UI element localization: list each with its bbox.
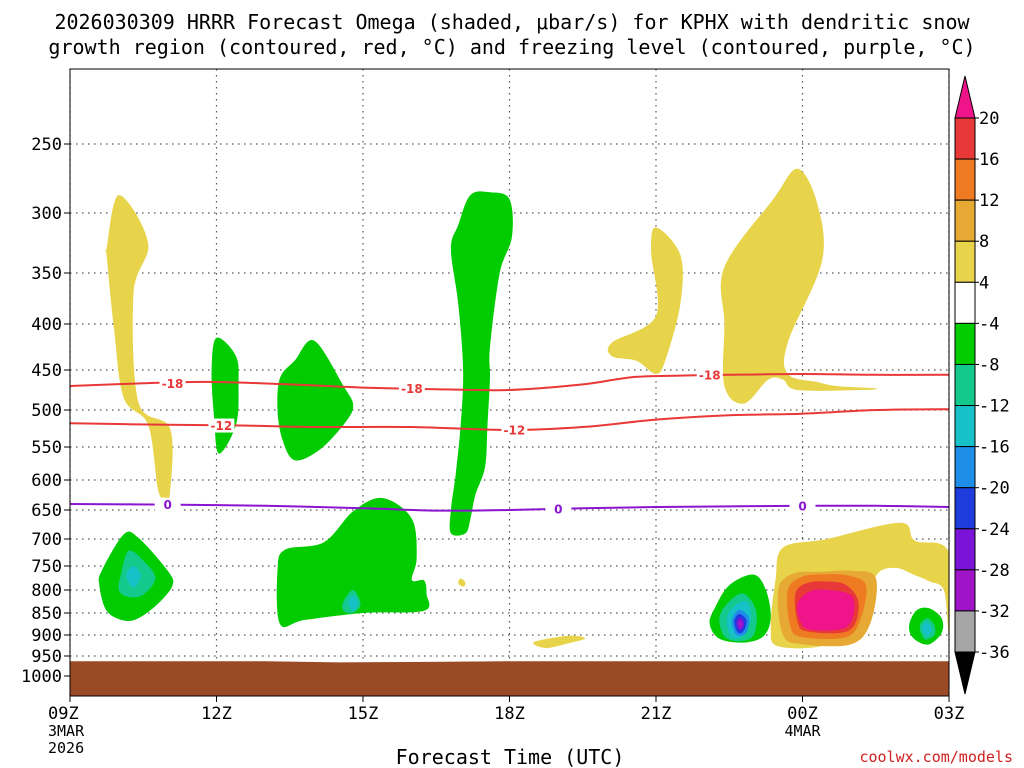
freezing-level-contour-label-bg: [154, 497, 181, 512]
colorbar-box: [954, 405, 976, 448]
dgz-contour-minus12-label-bg: [208, 418, 235, 433]
freezing-level-contour-label: 0: [798, 499, 806, 513]
y-tick-label: 700: [31, 530, 62, 550]
y-tick-label: 600: [31, 471, 62, 491]
freezing-level-contour-label: 0: [163, 498, 171, 512]
y-tick-label: 550: [31, 438, 62, 458]
colorbar-top-triangle: [954, 75, 976, 119]
colorbar-box: [954, 528, 976, 571]
x-axis-label: Forecast Time (UTC): [396, 745, 625, 768]
x-tick-label: 03Z: [934, 704, 965, 724]
omega-region-pos4: [458, 578, 466, 587]
y-tick-label: 650: [31, 501, 62, 521]
chart-title-line-2: growth region (contoured, red, °C) and f…: [48, 35, 975, 59]
colorbar-label: 20: [979, 109, 999, 129]
colorbar-box: [954, 487, 976, 530]
colorbar-box: [954, 158, 976, 201]
omega-region-neg12: [348, 595, 359, 611]
colorbar-box: [954, 322, 976, 365]
pressure-axis: 2503003504004505005506006507007508008509…: [21, 135, 70, 687]
dgz-contour-minus18-label-bg: [696, 367, 723, 382]
colorbar-label: 8: [979, 232, 989, 252]
freezing-level-contour-label-bg: [545, 501, 572, 516]
dgz-contour-minus18-label-bg: [398, 381, 425, 396]
y-tick-label: 300: [31, 204, 62, 224]
omega-region-neg4: [277, 339, 354, 461]
x-tick-label: 09Z: [48, 704, 79, 724]
colorbar: 20 16 12 8 4 -4 -8 -12 -16 -20 -24 -28 -32 -36: [954, 75, 1010, 695]
y-tick-label: 500: [31, 401, 62, 421]
omega-region-neg4: [276, 497, 430, 628]
freezing-level-contour-label: 0: [554, 502, 562, 516]
chart-title-line-1: 2026030309 HRRR Forecast Omega (shaded, …: [54, 10, 970, 34]
y-tick-label: 850: [31, 604, 62, 624]
y-tick-label: 750: [31, 557, 62, 577]
x-tick-label: 21Z: [641, 704, 672, 724]
colorbar-box: [954, 199, 976, 242]
colorbar-label: -36: [979, 643, 1010, 663]
omega-region-pos4: [533, 635, 586, 649]
y-tick-label: 350: [31, 264, 62, 284]
dgz-contour-minus18-label: -18: [699, 368, 721, 382]
omega-region-neg12: [922, 621, 932, 637]
colorbar-label: -12: [979, 397, 1010, 417]
omega-region-neg4: [449, 191, 513, 536]
freezing-level-contour-label-bg: [789, 498, 816, 513]
x-year-label: 2026: [48, 739, 84, 757]
colorbar-label: 16: [979, 150, 999, 170]
omega-region-pos4: [607, 227, 683, 375]
colorbar-box: [954, 446, 976, 489]
omega-region-pos4: [720, 168, 878, 404]
x-tick-label: 12Z: [201, 704, 232, 724]
dgz-contour-minus12-label-bg: [501, 422, 528, 437]
ground-surface: [70, 661, 949, 696]
colorbar-box: [954, 281, 976, 324]
dgz-contour-minus18-label: -18: [401, 382, 423, 396]
dgz-contour-minus18-line: [70, 372, 949, 392]
x-tick-label: 00Z: [787, 704, 818, 724]
colorbar-bottom-triangle: [954, 651, 976, 695]
colorbar-label: -32: [979, 602, 1010, 622]
x-tick-label: 18Z: [494, 704, 525, 724]
y-tick-label: 250: [31, 135, 62, 155]
colorbar-label: -20: [979, 479, 1010, 499]
temperature-contours: -18 -18 -18 -12 -12 0 0 0: [70, 367, 949, 516]
colorbar-label: 4: [979, 273, 989, 293]
y-tick-label: 950: [31, 647, 62, 667]
colorbar-label: -16: [979, 438, 1010, 458]
y-tick-label: 800: [31, 581, 62, 601]
ground-layer: [70, 661, 949, 696]
colorbar-box: [954, 240, 976, 283]
dgz-contour-minus18-label: -18: [162, 377, 184, 391]
dgz-contour-minus18-label-bg: [159, 376, 186, 391]
y-tick-label: 1000: [21, 667, 62, 687]
colorbar-label: -4: [979, 314, 999, 334]
x-date-label: 4MAR: [784, 722, 821, 740]
dgz-contour-minus12-label: -12: [211, 419, 233, 433]
x-date-label: 3MAR: [48, 722, 85, 740]
omega-region-neg12: [126, 566, 141, 588]
colorbar-box: [954, 569, 976, 612]
y-tick-label: 900: [31, 626, 62, 646]
colorbar-box: [954, 363, 976, 407]
omega-region-pos20: [797, 589, 855, 631]
credit-text: coolwx.com/models: [859, 748, 1013, 766]
colorbar-label: -28: [979, 561, 1010, 581]
y-tick-label: 400: [31, 315, 62, 335]
colorbar-label: -24: [979, 520, 1010, 540]
colorbar-box: [954, 117, 976, 160]
x-tick-label: 15Z: [348, 704, 379, 724]
colorbar-box: [954, 610, 976, 653]
colorbar-label: 12: [979, 191, 999, 211]
y-tick-label: 450: [31, 361, 62, 381]
omega-region-neg28: [738, 619, 743, 629]
colorbar-label: -8: [979, 355, 999, 375]
dgz-contour-minus12-label: -12: [504, 423, 526, 437]
